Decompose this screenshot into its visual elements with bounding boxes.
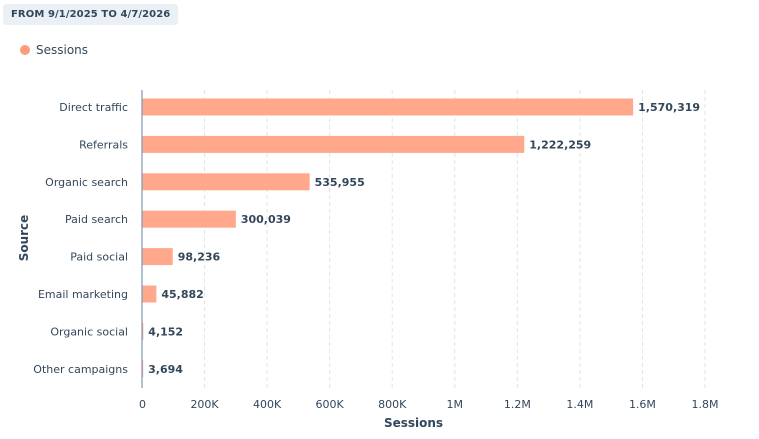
- category-label: Referrals: [79, 138, 128, 151]
- bar[interactable]: [142, 248, 173, 266]
- category-label: Organic search: [45, 176, 128, 189]
- category-label: Paid search: [65, 213, 128, 226]
- bar[interactable]: [142, 322, 144, 340]
- x-tick-label: 0: [139, 398, 146, 411]
- y-axis-title: Source: [17, 215, 31, 262]
- value-label: 3,694: [148, 363, 183, 376]
- category-label: Paid social: [70, 251, 128, 264]
- value-label: 1,570,319: [638, 101, 700, 114]
- value-label: 300,039: [241, 213, 291, 226]
- bar[interactable]: [142, 285, 157, 303]
- category-label: Direct traffic: [59, 101, 128, 114]
- x-tick-label: 1.4M: [566, 398, 593, 411]
- bar[interactable]: [142, 98, 634, 116]
- category-label: Organic social: [50, 325, 128, 338]
- value-labels: 1,570,319 1,222,259 535,955 300,039 98,236 45…: [148, 101, 700, 376]
- legend: Sessions: [20, 43, 88, 57]
- category-label: Email marketing: [38, 288, 128, 301]
- x-tick-label: 600K: [316, 398, 345, 411]
- value-label: 98,236: [178, 251, 221, 264]
- bar[interactable]: [142, 173, 310, 191]
- value-label: 45,882: [161, 288, 203, 301]
- x-tick-label: 1.8M: [692, 398, 719, 411]
- x-tick-labels: 0 200K 400K 600K 800K 1M 1.2M 1.4M 1.6M 1.8M: [139, 398, 718, 411]
- grid-lines: [204, 90, 706, 388]
- x-axis-title: Sessions: [384, 416, 443, 430]
- x-tick-label: 1.2M: [504, 398, 531, 411]
- x-tick-label: 1M: [447, 398, 464, 411]
- value-label: 4,152: [148, 325, 183, 338]
- bar[interactable]: [142, 210, 236, 228]
- category-labels: Direct traffic Referrals Organic search Pai…: [33, 101, 128, 376]
- bars: [142, 98, 634, 378]
- x-tick-label: 800K: [378, 398, 407, 411]
- x-tick-label: 1.6M: [629, 398, 656, 411]
- value-label: 1,222,259: [529, 138, 591, 151]
- date-range-badge: FROM 9/1/2025 TO 4/7/2026: [3, 4, 179, 25]
- value-label: 535,955: [315, 176, 365, 189]
- category-label: Other campaigns: [33, 363, 128, 376]
- legend-swatch-sessions: [20, 45, 30, 55]
- legend-label-sessions: Sessions: [36, 43, 89, 57]
- bar[interactable]: [142, 135, 525, 153]
- x-tick-label: 400K: [253, 398, 282, 411]
- x-tick-label: 200K: [190, 398, 219, 411]
